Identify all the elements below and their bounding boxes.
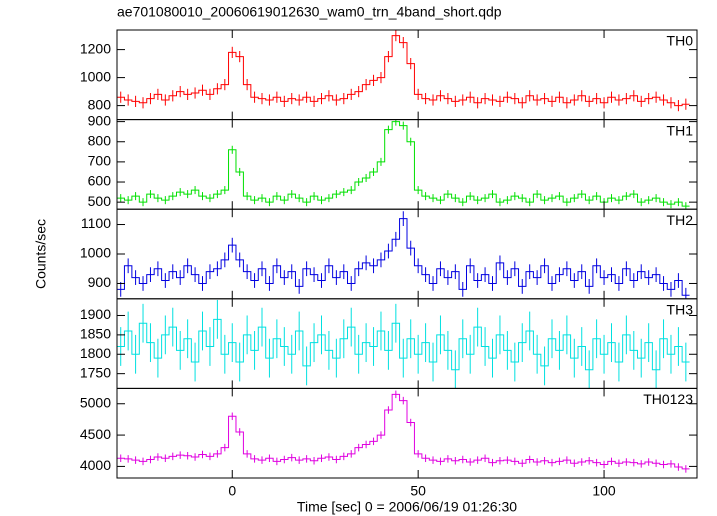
panel-label: TH1	[667, 122, 694, 138]
light-curve	[117, 393, 690, 470]
y-tick-label: 4500	[80, 426, 111, 442]
y-tick-label: 500	[88, 193, 112, 209]
y-tick-label: 900	[88, 274, 112, 290]
y-tick-label: 900	[88, 112, 112, 128]
y-tick-label: 1900	[80, 306, 111, 322]
x-tick-label: 0	[228, 483, 236, 499]
y-tick-label: 1800	[80, 345, 111, 361]
panel-label: TH0123	[643, 391, 693, 407]
panel-label: TH3	[667, 302, 694, 318]
y-tick-label: 1000	[80, 245, 111, 261]
light-curve	[117, 35, 690, 107]
x-axis-label: Time [sec] 0 = 2006/06/19 01:26:30	[297, 499, 517, 515]
y-tick-label: 600	[88, 173, 112, 189]
light-curve	[117, 318, 690, 371]
y-tick-label: 5000	[80, 394, 111, 410]
panel-label: TH0	[667, 33, 694, 49]
y-tick-label: 700	[88, 153, 112, 169]
panel-label: TH2	[667, 212, 694, 228]
x-tick-label: 50	[410, 483, 426, 499]
chart-title: ae701080010_20060619012630_wam0_trn_4ban…	[117, 4, 502, 20]
x-tick-label: 100	[592, 483, 616, 499]
y-tick-label: 1750	[80, 364, 111, 380]
y-tick-label: 1850	[80, 326, 111, 342]
y-tick-label: 800	[88, 96, 112, 112]
y-tick-label: 1200	[80, 40, 111, 56]
y-tick-label: 1100	[81, 215, 111, 231]
y-axis-label: Counts/sec	[33, 219, 49, 289]
panel-frame	[116, 387, 698, 479]
light-curve	[117, 218, 690, 296]
light-curve	[117, 121, 690, 207]
y-tick-label: 4000	[80, 457, 111, 473]
y-tick-label: 1000	[80, 68, 111, 84]
y-tick-label: 800	[88, 132, 112, 148]
